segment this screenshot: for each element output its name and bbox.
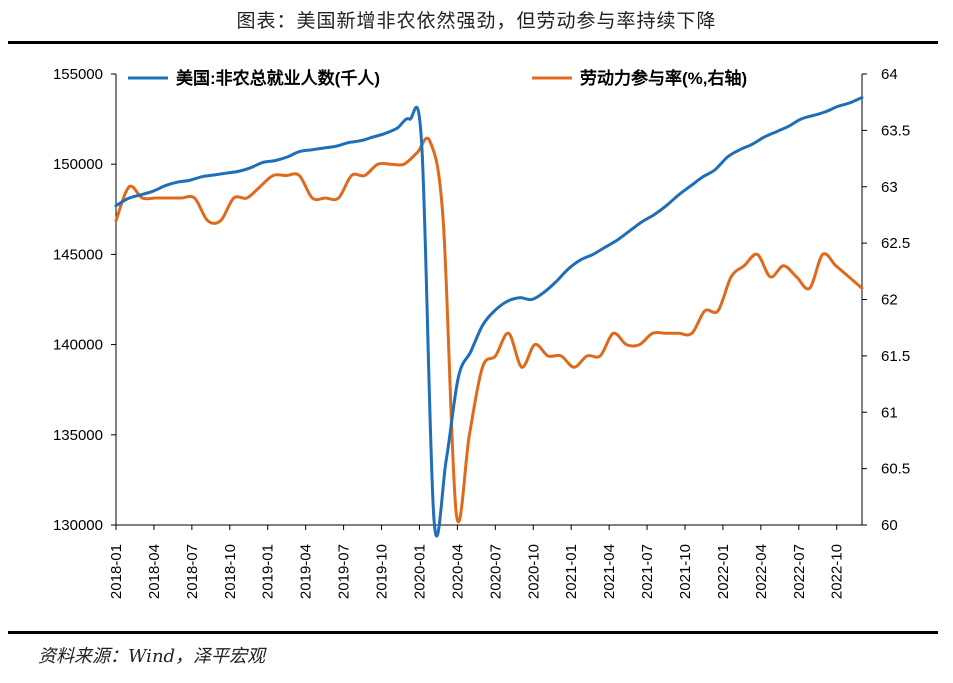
right-y-tick-label: 63 [881,179,898,196]
x-tick-label: 2021-07 [639,544,656,599]
employment-series-line [114,96,864,538]
left-y-tick-label: 140000 [53,337,103,354]
x-tick-label: 2019-07 [336,544,353,599]
left-y-tick-label: 145000 [53,246,103,263]
x-tick-label: 2021-04 [601,544,618,599]
x-tick-label: 2022-01 [715,544,732,599]
x-tick-label: 2022-10 [829,544,846,599]
x-tick-label: 2020-01 [411,544,428,599]
legend-participation-label: 劳动力参与率(%,右轴) [580,68,747,88]
x-tick-label: 2019-04 [298,544,315,599]
right-y-tick-label: 61 [881,404,898,421]
right-y-tick-label: 63.5 [881,122,910,139]
x-tick-label: 2018-10 [222,544,239,599]
legend-employment-label: 美国:非农总就业人数(千人) [176,68,380,88]
x-tick-label: 2019-10 [374,544,391,599]
x-tick-label: 2020-10 [525,544,542,599]
right-y-tick-label: 61.5 [881,348,910,365]
legend: 美国:非农总就业人数(千人) 劳动力参与率(%,右轴) [128,68,747,88]
left-y-tick-label: 150000 [53,156,103,173]
x-tick-label: 2020-04 [449,544,466,599]
x-tick-label: 2021-10 [677,544,694,599]
source-note: 资料来源：Wind，泽平宏观 [38,646,266,667]
x-tick-label: 2021-01 [563,544,580,599]
x-tick-label: 2018-04 [146,544,163,599]
left-y-tick-label: 130000 [53,517,103,534]
left-y-tick-label: 135000 [53,427,103,444]
x-axis: 2018-01 2018-04 2018-07 2018-10 2019-01 2019-… [108,525,846,599]
right-y-tick-label: 62 [881,292,898,309]
chart-title: 图表：美国新增非农依然强劲，但劳动参与率持续下降 [236,10,717,32]
left-y-axis: 130000 135000 140000 145000 150000 155000 [53,66,116,534]
x-tick-label: 2022-04 [753,544,770,599]
series-layer [114,96,864,538]
participation-series-line [114,136,864,524]
right-y-tick-label: 62.5 [881,235,910,252]
left-y-tick-label: 155000 [53,66,103,83]
top-rule [8,41,938,44]
bottom-rule [8,631,938,634]
x-tick-label: 2022-07 [791,544,808,599]
x-tick-label: 2019-01 [260,544,277,599]
right-y-axis: 60 60.5 61 61.5 62 62.5 63 63.5 64 [862,66,910,534]
right-y-tick-label: 60.5 [881,461,910,478]
right-y-tick-label: 60 [881,517,898,534]
x-tick-label: 2020-07 [487,544,504,599]
x-tick-label: 2018-07 [184,544,201,599]
right-y-tick-label: 64 [881,66,898,83]
x-tick-label: 2018-01 [108,544,125,599]
plot-frame [115,74,863,526]
